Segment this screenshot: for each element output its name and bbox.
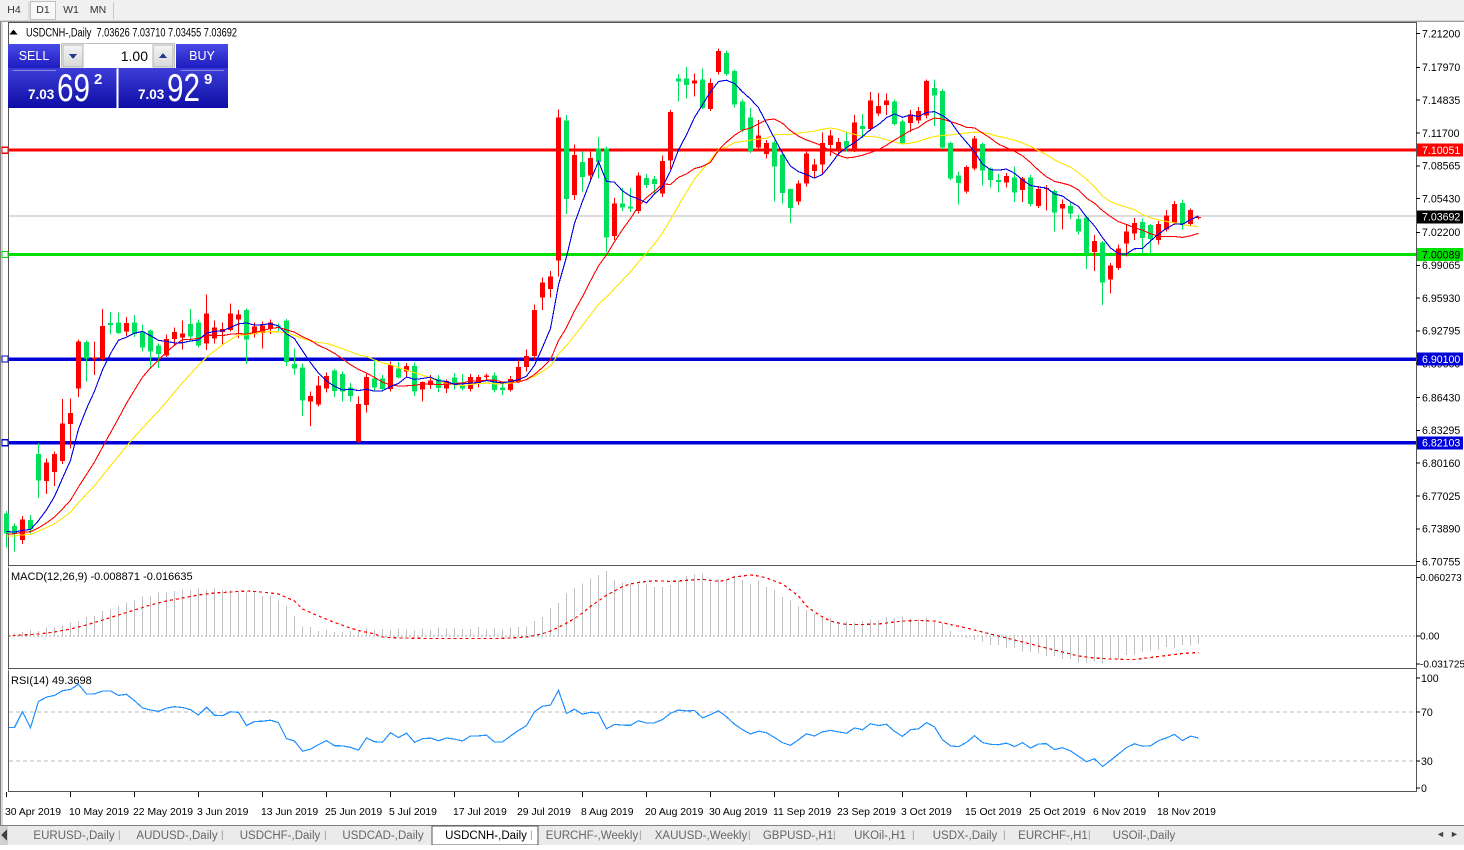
svg-text:7.14835: 7.14835 (1422, 95, 1460, 107)
svg-text:AUDUSD-,Daily: AUDUSD-,Daily (136, 830, 217, 842)
svg-text:|: | (221, 830, 224, 841)
svg-text:7.17970: 7.17970 (1422, 62, 1460, 74)
svg-text:30: 30 (1421, 756, 1433, 768)
svg-text:0.00: 0.00 (1420, 632, 1440, 643)
svg-text:7.05430: 7.05430 (1422, 193, 1460, 205)
svg-text:6.83295: 6.83295 (1422, 425, 1460, 437)
svg-text:►: ► (1450, 829, 1459, 839)
svg-text:92: 92 (167, 67, 200, 110)
svg-text:7.11700: 7.11700 (1422, 128, 1460, 140)
svg-text:8 Aug 2019: 8 Aug 2019 (581, 807, 634, 818)
svg-text:6.86430: 6.86430 (1422, 392, 1460, 404)
svg-text:|: | (912, 830, 915, 841)
svg-text:MN: MN (90, 4, 106, 16)
svg-text:15 Oct 2019: 15 Oct 2019 (965, 807, 1022, 818)
svg-text:20 Aug 2019: 20 Aug 2019 (645, 807, 704, 818)
svg-text:GBPUSD-,H1: GBPUSD-,H1 (763, 830, 833, 842)
svg-text:EURCHF-,Weekly: EURCHF-,Weekly (546, 830, 639, 842)
svg-text:7.03: 7.03 (28, 87, 55, 102)
svg-text:29 Jul 2019: 29 Jul 2019 (517, 807, 571, 818)
svg-text:|: | (324, 830, 327, 841)
svg-text:25 Jun 2019: 25 Jun 2019 (325, 807, 382, 818)
svg-text:◄: ◄ (1436, 829, 1445, 839)
svg-text:18 Nov 2019: 18 Nov 2019 (1157, 807, 1216, 818)
svg-text:|: | (530, 830, 533, 841)
svg-text:|: | (118, 830, 121, 841)
svg-text:6.70755: 6.70755 (1422, 557, 1460, 569)
svg-text:|: | (639, 830, 642, 841)
svg-text:11 Sep 2019: 11 Sep 2019 (773, 807, 831, 818)
svg-text:6.80160: 6.80160 (1422, 458, 1460, 470)
svg-text:USDCNH-,Daily 7.03626 7.03710: USDCNH-,Daily 7.03626 7.03710 7.03455 7.… (26, 28, 237, 40)
svg-text:7.02200: 7.02200 (1422, 227, 1460, 239)
svg-text:6.92795: 6.92795 (1422, 326, 1460, 338)
svg-text:17 Jul 2019: 17 Jul 2019 (453, 807, 507, 818)
svg-text:6.77025: 6.77025 (1422, 491, 1460, 503)
svg-text:W1: W1 (63, 4, 79, 16)
svg-text:MACD(12,26,9) -0.008871 -0.016: MACD(12,26,9) -0.008871 -0.016635 (11, 571, 193, 583)
svg-text:USDCHF-,Daily: USDCHF-,Daily (240, 830, 321, 842)
svg-text:7.21200: 7.21200 (1422, 28, 1460, 40)
svg-text:D1: D1 (36, 4, 50, 16)
svg-text:BUY: BUY (189, 49, 215, 63)
svg-text:RSI(14) 49.3698: RSI(14) 49.3698 (11, 675, 92, 687)
svg-text:30 Aug 2019: 30 Aug 2019 (709, 807, 768, 818)
svg-text:3 Oct 2019: 3 Oct 2019 (901, 807, 952, 818)
svg-text:USDX-,Daily: USDX-,Daily (933, 830, 998, 842)
svg-text:10 May 2019: 10 May 2019 (69, 807, 129, 818)
svg-text:7.00089: 7.00089 (1422, 249, 1460, 261)
svg-text:UKOil-,H1: UKOil-,H1 (854, 830, 906, 842)
svg-text:5 Jul 2019: 5 Jul 2019 (389, 807, 437, 818)
svg-text:1.00: 1.00 (121, 48, 148, 64)
svg-text:6.73890: 6.73890 (1422, 524, 1460, 536)
svg-text:100: 100 (1421, 673, 1439, 685)
svg-text:SELL: SELL (19, 49, 50, 63)
svg-text:30 Apr 2019: 30 Apr 2019 (5, 807, 61, 818)
svg-text:USDCNH-,Daily: USDCNH-,Daily (445, 830, 527, 842)
svg-text:0: 0 (1421, 783, 1427, 795)
svg-text:|: | (1003, 830, 1006, 841)
svg-text:9: 9 (204, 71, 212, 88)
svg-text:|: | (748, 830, 751, 841)
svg-text:6.90100: 6.90100 (1422, 354, 1460, 366)
svg-text:25 Oct 2019: 25 Oct 2019 (1029, 807, 1086, 818)
svg-text:7.03: 7.03 (138, 87, 165, 102)
svg-text:H4: H4 (7, 4, 21, 16)
svg-text:6.95930: 6.95930 (1422, 293, 1460, 305)
svg-text:USDCAD-,Daily: USDCAD-,Daily (342, 830, 423, 842)
svg-text:6 Nov 2019: 6 Nov 2019 (1093, 807, 1146, 818)
svg-text:23 Sep 2019: 23 Sep 2019 (837, 807, 896, 818)
svg-text:-0.031725: -0.031725 (1420, 660, 1464, 671)
svg-text:70: 70 (1421, 707, 1433, 719)
svg-text:13 Jun 2019: 13 Jun 2019 (261, 807, 318, 818)
svg-text:EURCHF-,H1: EURCHF-,H1 (1018, 830, 1088, 842)
svg-text:EURUSD-,Daily: EURUSD-,Daily (33, 830, 114, 842)
svg-text:3 Jun 2019: 3 Jun 2019 (197, 807, 249, 818)
svg-text:7.10051: 7.10051 (1422, 145, 1460, 157)
svg-text:7.08565: 7.08565 (1422, 161, 1460, 173)
svg-text:7.03692: 7.03692 (1422, 212, 1460, 224)
svg-text:XAUUSD-,Weekly: XAUUSD-,Weekly (655, 830, 748, 842)
svg-text:|: | (1088, 830, 1091, 841)
svg-text:2: 2 (94, 71, 102, 88)
svg-text:6.82103: 6.82103 (1422, 438, 1460, 450)
svg-text:22 May 2019: 22 May 2019 (133, 807, 193, 818)
svg-text:USOil-,Daily: USOil-,Daily (1113, 830, 1176, 842)
svg-text:|: | (833, 830, 836, 841)
svg-text:69: 69 (57, 67, 90, 110)
svg-text:6.99065: 6.99065 (1422, 260, 1460, 272)
svg-text:0.060273: 0.060273 (1420, 573, 1462, 584)
